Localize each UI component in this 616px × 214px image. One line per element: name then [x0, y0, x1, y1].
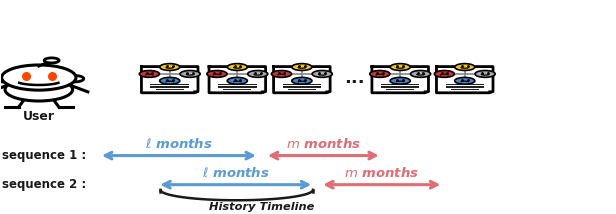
Bar	[450, 89, 479, 90]
Circle shape	[65, 76, 84, 82]
Bar	[150, 84, 189, 85]
Circle shape	[312, 71, 332, 77]
Polygon shape	[142, 67, 198, 93]
Polygon shape	[437, 67, 493, 93]
Circle shape	[292, 64, 312, 70]
Bar	[381, 84, 419, 85]
Polygon shape	[209, 67, 265, 93]
Text: sequence 2 :: sequence 2 :	[2, 178, 86, 191]
Polygon shape	[372, 67, 429, 93]
Bar	[445, 84, 484, 85]
Circle shape	[292, 77, 312, 84]
Circle shape	[390, 77, 410, 84]
Bar	[386, 89, 415, 90]
Circle shape	[248, 71, 268, 77]
Circle shape	[139, 71, 160, 77]
Circle shape	[434, 71, 455, 77]
Bar	[156, 89, 184, 90]
Text: $\ell$ months: $\ell$ months	[145, 137, 213, 151]
Text: $m$ months: $m$ months	[286, 137, 361, 151]
Bar	[381, 86, 419, 88]
Bar	[283, 84, 321, 85]
Circle shape	[475, 71, 495, 77]
Circle shape	[272, 71, 291, 77]
Circle shape	[227, 77, 248, 84]
Circle shape	[2, 65, 76, 90]
Bar	[288, 89, 316, 90]
Circle shape	[455, 77, 475, 84]
Circle shape	[160, 64, 180, 70]
Circle shape	[207, 71, 227, 77]
Circle shape	[390, 64, 410, 70]
Circle shape	[44, 58, 59, 63]
Bar	[223, 89, 251, 90]
Bar	[445, 86, 484, 88]
Circle shape	[0, 76, 13, 82]
Polygon shape	[262, 92, 265, 93]
Circle shape	[455, 64, 475, 70]
Polygon shape	[489, 92, 493, 93]
Circle shape	[160, 77, 180, 84]
Text: History Timeline: History Timeline	[209, 202, 314, 212]
Text: ...: ...	[344, 69, 365, 87]
Text: $\ell$ months: $\ell$ months	[202, 166, 270, 180]
Text: User: User	[23, 110, 55, 123]
Circle shape	[5, 78, 73, 101]
Polygon shape	[274, 67, 330, 93]
Circle shape	[227, 64, 248, 70]
Polygon shape	[425, 92, 429, 93]
Bar	[218, 86, 256, 88]
Circle shape	[180, 71, 200, 77]
Bar	[150, 86, 189, 88]
Bar	[218, 84, 256, 85]
Polygon shape	[194, 92, 198, 93]
Circle shape	[410, 71, 431, 77]
Bar	[283, 86, 321, 88]
Text: $m$ months: $m$ months	[344, 166, 419, 180]
Text: sequence 1 :: sequence 1 :	[2, 149, 86, 162]
Polygon shape	[326, 92, 330, 93]
Circle shape	[370, 71, 390, 77]
